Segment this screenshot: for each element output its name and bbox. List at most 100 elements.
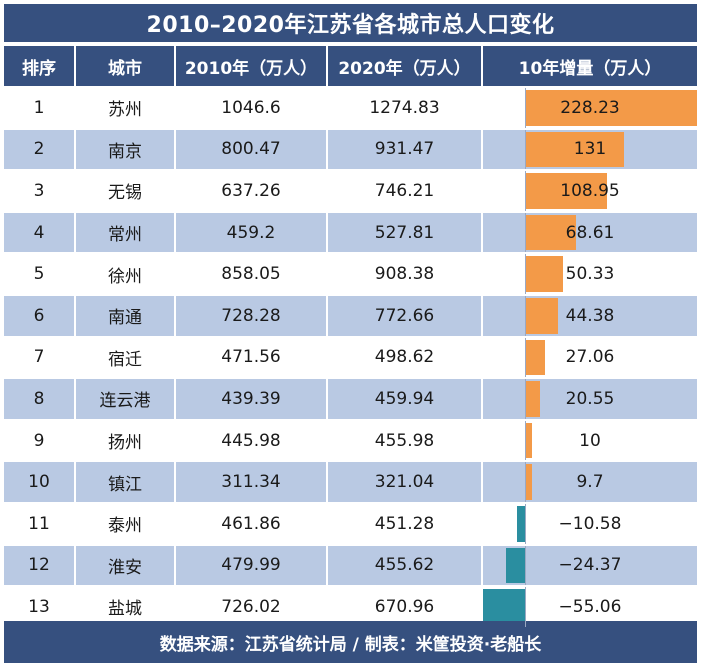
increase-cell: 44.38	[483, 295, 697, 338]
increase-bar-positive	[524, 256, 563, 292]
rank-cell: 5	[4, 254, 76, 296]
rank-cell: 10	[4, 462, 76, 504]
table-row: 10 镇江 311.34 321.04 9.7	[4, 462, 697, 504]
rank-cell: 2	[4, 129, 76, 172]
value-2020-cell: 746.21	[328, 171, 483, 213]
zero-axis-line	[524, 129, 526, 170]
rank-cell: 12	[4, 545, 76, 588]
increase-bar-zone	[483, 171, 697, 211]
increase-value-label: 10	[579, 430, 601, 451]
table-row: 12 淮安 479.99 455.62 −24.37	[4, 545, 697, 588]
value-2010-cell: 439.39	[176, 379, 328, 421]
table-row: 1 苏州 1046.6 1274.83 228.23	[4, 88, 697, 130]
increase-bar-zone	[483, 420, 697, 461]
zero-axis-line	[524, 545, 526, 586]
increase-bar-positive	[524, 297, 559, 334]
value-2020-cell: 931.47	[328, 129, 483, 172]
increase-cell: −24.37	[483, 545, 697, 588]
source-footer: 数据来源：江苏省统计局 / 制表：米筐投资·老船长	[4, 621, 697, 663]
table-row: 7 宿迁 471.56 498.62 27.06	[4, 337, 697, 380]
increase-value-label: 50.33	[565, 264, 615, 285]
zero-axis-line	[524, 503, 526, 544]
city-cell: 无锡	[76, 171, 176, 213]
increase-value-label: 44.38	[565, 305, 615, 326]
zero-axis-line	[524, 212, 526, 253]
table-row: 2 南京 800.47 931.47 131	[4, 129, 697, 172]
increase-bar-zone	[483, 212, 697, 253]
increase-bar-zone	[483, 88, 697, 128]
column-header-city: 城市	[76, 46, 176, 88]
column-header-rank: 排序	[4, 46, 76, 88]
zero-axis-line	[524, 462, 526, 502]
increase-cell: 20.55	[483, 379, 697, 421]
increase-value-label: 68.61	[565, 222, 615, 243]
zero-axis-line	[524, 337, 526, 378]
value-2020-cell: 455.98	[328, 420, 483, 463]
value-2020-cell: 772.66	[328, 295, 483, 338]
increase-cell: 50.33	[483, 254, 697, 296]
value-2010-cell: 461.86	[176, 503, 328, 546]
value-2020-cell: 451.28	[328, 503, 483, 546]
increase-value-label: 228.23	[560, 97, 620, 118]
rank-cell: 6	[4, 295, 76, 338]
increase-bar-positive	[524, 214, 577, 251]
chart-title: 2010–2020年江苏省各城市总人口变化	[4, 4, 697, 42]
increase-cell: 131	[483, 129, 697, 172]
table-row: 9 扬州 445.98 455.98 10	[4, 420, 697, 463]
value-2010-cell: 471.56	[176, 337, 328, 380]
value-2010-cell: 858.05	[176, 254, 328, 296]
value-2010-cell: 311.34	[176, 462, 328, 504]
increase-bar-zone	[483, 254, 697, 294]
rank-cell: 9	[4, 420, 76, 463]
table-row: 4 常州 459.2 527.81 68.61	[4, 212, 697, 255]
city-cell: 宿迁	[76, 337, 176, 380]
increase-value-label: 131	[573, 139, 607, 160]
increase-bar-negative	[506, 547, 525, 584]
zero-axis-line	[524, 254, 526, 294]
city-cell: 苏州	[76, 88, 176, 130]
city-cell: 徐州	[76, 254, 176, 296]
value-2010-cell: 445.98	[176, 420, 328, 463]
increase-bar-zone	[483, 337, 697, 378]
column-header-2020: 2020年（万人）	[328, 46, 483, 88]
increase-value-label: −55.06	[558, 596, 622, 617]
increase-bar-zone	[483, 587, 697, 627]
rank-cell: 11	[4, 503, 76, 546]
value-2010-cell: 1046.6	[176, 88, 328, 130]
increase-cell: −10.58	[483, 503, 697, 546]
zero-axis-line	[524, 587, 526, 627]
zero-axis-line	[524, 171, 526, 211]
increase-value-label: 108.95	[560, 180, 620, 201]
table-row: 6 南通 728.28 772.66 44.38	[4, 295, 697, 338]
rank-cell: 7	[4, 337, 76, 380]
zero-axis-line	[524, 379, 526, 419]
value-2010-cell: 637.26	[176, 171, 328, 213]
value-2020-cell: 1274.83	[328, 88, 483, 130]
increase-bar-positive	[524, 131, 624, 168]
city-cell: 连云港	[76, 379, 176, 421]
rank-cell: 8	[4, 379, 76, 421]
increase-bar-negative	[483, 589, 525, 625]
increase-bar-zone	[483, 129, 697, 170]
increase-bar-zone	[483, 462, 697, 502]
increase-bar-positive	[524, 90, 697, 126]
value-2020-cell: 498.62	[328, 337, 483, 380]
city-cell: 淮安	[76, 545, 176, 588]
increase-bar-zone	[483, 295, 697, 336]
city-cell: 南通	[76, 295, 176, 338]
rank-cell: 1	[4, 88, 76, 130]
increase-bar-negative	[516, 505, 525, 542]
increase-cell: 108.95	[483, 171, 697, 213]
increase-bar-positive	[524, 464, 532, 500]
increase-cell: 9.7	[483, 462, 697, 504]
table-row: 11 泰州 461.86 451.28 −10.58	[4, 503, 697, 546]
increase-bar-positive	[524, 381, 541, 417]
header-row: 排序 城市 2010年（万人） 2020年（万人） 10年增量（万人）	[4, 46, 697, 88]
table-row: 3 无锡 637.26 746.21 108.95	[4, 171, 697, 213]
increase-bar-positive	[524, 173, 607, 209]
value-2010-cell: 728.28	[176, 295, 328, 338]
increase-bar-positive	[524, 422, 533, 459]
value-2010-cell: 479.99	[176, 545, 328, 588]
value-2010-cell: 800.47	[176, 129, 328, 172]
